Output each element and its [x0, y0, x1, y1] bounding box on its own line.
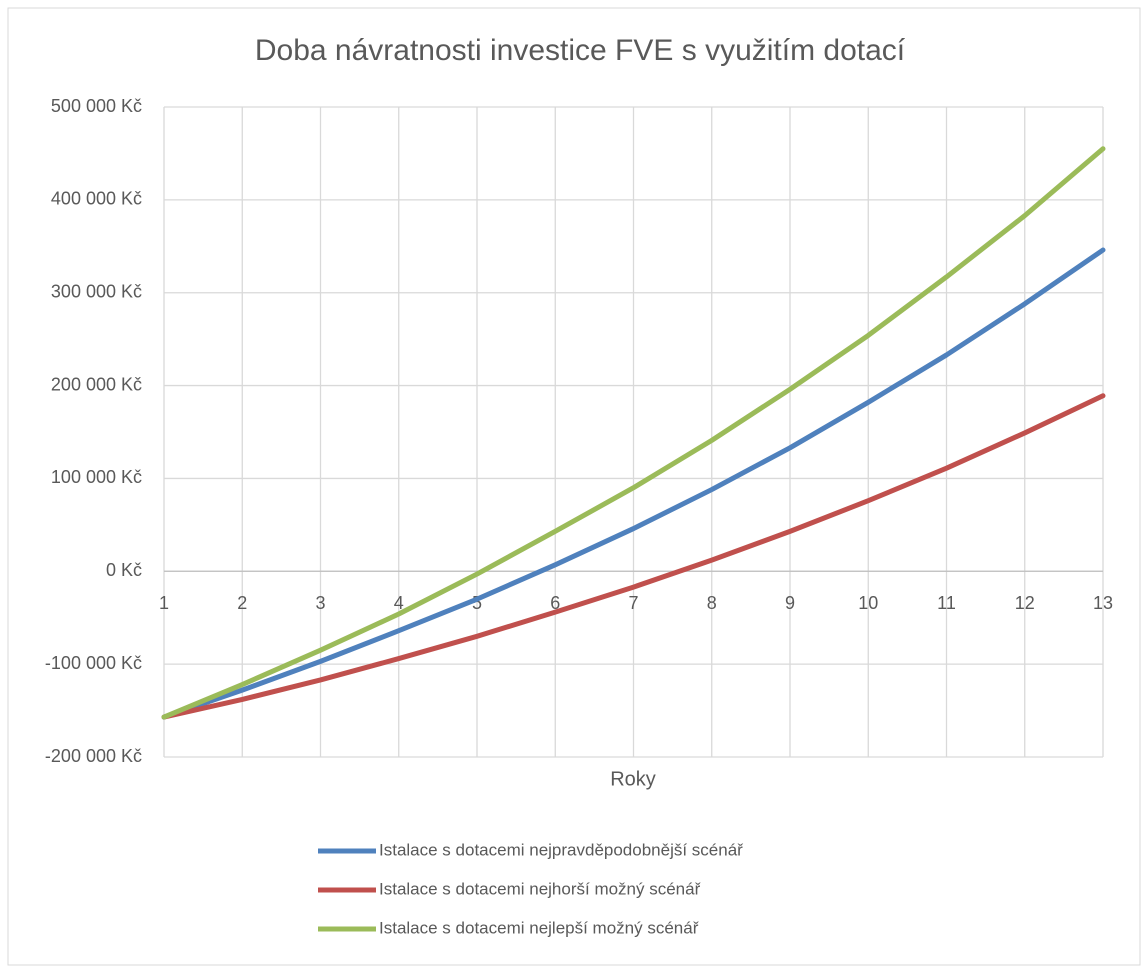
y-tick-label: 200 000 Kč: [51, 374, 142, 394]
x-tick-label: 11: [937, 593, 956, 613]
y-tick-label: 0 Kč: [106, 560, 142, 580]
x-tick-label: 6: [550, 593, 560, 613]
y-tick-label: 500 000 Kč: [51, 96, 142, 116]
x-tick-label: 12: [1015, 593, 1035, 613]
series-line: [161, 247, 1106, 720]
series-line: [161, 393, 1106, 720]
x-tick-label: 1: [159, 593, 169, 613]
y-tick-label: -200 000 Kč: [45, 746, 142, 766]
y-tick-label: 100 000 Kč: [51, 467, 142, 487]
chart-title: Doba návratnosti investice FVE s využití…: [255, 34, 906, 67]
x-tick-label: 2: [237, 593, 247, 613]
chart-frame: [7, 7, 1141, 966]
x-tick-label: 9: [785, 593, 795, 613]
x-tick-label: 13: [1093, 593, 1113, 613]
y-tick-label: -100 000 Kč: [45, 653, 142, 673]
y-tick-label: 400 000 Kč: [51, 189, 142, 209]
x-axis-title: Roky: [610, 768, 656, 790]
legend-label: Istalace s dotacemi nejpravděpodobnější …: [379, 840, 743, 859]
series-line: [161, 146, 1106, 720]
legend-label: Istalace s dotacemi nejlepší možný scéná…: [379, 918, 699, 937]
x-tick-label: 7: [628, 593, 638, 613]
x-tick-label: 3: [315, 593, 325, 613]
x-tick-label: 4: [394, 593, 404, 613]
x-tick-label: 8: [707, 593, 717, 613]
y-tick-label: 300 000 Kč: [51, 281, 142, 301]
legend-label: Istalace s dotacemi nejhorší možný scéná…: [379, 879, 701, 898]
x-tick-label: 10: [858, 593, 878, 613]
x-tick-label: 5: [472, 593, 482, 613]
